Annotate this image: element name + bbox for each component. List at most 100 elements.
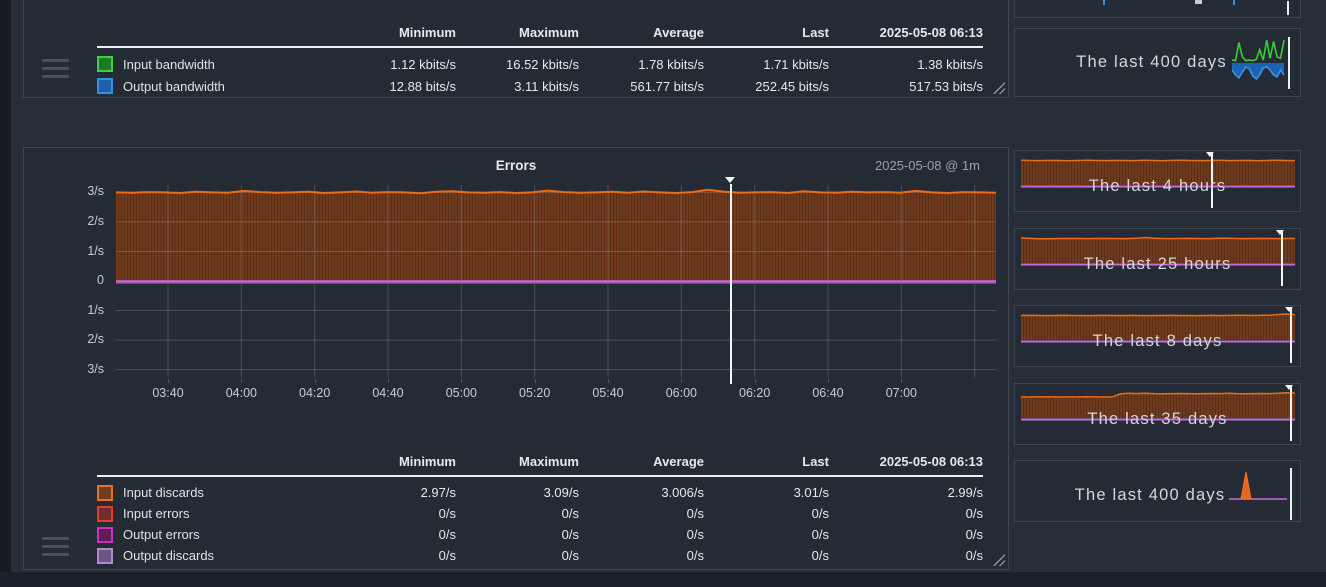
- cell-last: 1.71 kbits/s: [763, 56, 829, 72]
- errors-spike-icon: [1229, 465, 1295, 521]
- menu-icon[interactable]: [42, 59, 69, 78]
- cell-maximum: 3.09/s: [543, 485, 579, 500]
- thumb-cursor-marker: [1285, 307, 1294, 312]
- thumb-last-400-days-bandwidth[interactable]: The last 400 days: [1014, 28, 1301, 97]
- cell-maximum: 3.11 kbits/s: [514, 78, 579, 94]
- y-tick-label: 3/s: [87, 184, 104, 199]
- bandwidth-table: Minimum Maximum Average Last 2025-05-08 …: [97, 21, 983, 97]
- x-tick-label: 06:20: [739, 386, 771, 400]
- cell-minimum: 0/s: [438, 548, 456, 563]
- row-label: Input bandwidth: [123, 56, 215, 72]
- x-axis-ticks: [116, 379, 996, 384]
- cell-minimum: 0/s: [438, 506, 456, 521]
- col-timestamp: 2025-05-08 06:13: [879, 24, 983, 40]
- cell-now: 0/s: [965, 506, 983, 521]
- thumb-last-4-hours[interactable]: The last 4 hours: [1014, 150, 1301, 212]
- errors-sparkline: [1021, 312, 1295, 343]
- errors-chart[interactable]: [116, 185, 996, 377]
- y-tick-label: 1/s: [87, 243, 104, 258]
- table-row: Output errors 0/s 0/s 0/s 0/s 0/s: [97, 524, 983, 545]
- resize-handle-icon[interactable]: [990, 554, 1005, 566]
- errors-table: Minimum Maximum Average Last 2025-05-08 …: [97, 450, 983, 566]
- cell-average: 1.78 kbits/s: [638, 56, 704, 72]
- chart-cursor[interactable]: [730, 184, 733, 384]
- x-tick-label: 06:00: [665, 386, 697, 400]
- errors-sparkline: [1021, 390, 1295, 421]
- errors-sparkline: [1021, 157, 1295, 188]
- cell-now: 1.38 kbits/s: [917, 56, 983, 72]
- x-tick-label: 04:40: [372, 386, 404, 400]
- cell-minimum: 2.97/s: [420, 485, 456, 500]
- col-average: Average: [653, 453, 704, 469]
- thumb-last-35-days[interactable]: The last 35 days: [1014, 383, 1301, 445]
- chart-cursor-marker: [725, 177, 736, 183]
- resize-handle-icon[interactable]: [990, 82, 1005, 94]
- cell-last: 3.01/s: [793, 485, 829, 500]
- table-row: Input errors 0/s 0/s 0/s 0/s 0/s: [97, 503, 983, 524]
- y-tick-label: 2/s: [87, 213, 104, 228]
- menu-icon[interactable]: [42, 537, 69, 556]
- legend-swatch: [97, 505, 113, 522]
- cell-minimum: 0/s: [438, 527, 456, 542]
- cell-average: 0/s: [686, 506, 704, 521]
- cell-minimum: 1.12 kbits/s: [390, 56, 456, 72]
- table-row: Output bandwidth 12.88 bits/s 3.11 kbits…: [97, 75, 983, 97]
- table-header-row: Minimum Maximum Average Last 2025-05-08 …: [97, 21, 983, 43]
- cell-now: 2.99/s: [947, 485, 983, 500]
- cell-average: 3.006/s: [661, 485, 704, 500]
- errors-sparkline: [1021, 235, 1295, 266]
- time-range-badge: 2025-05-08 @ 1m: [875, 158, 980, 173]
- col-average: Average: [653, 24, 704, 40]
- x-tick-label: 03:40: [152, 386, 184, 400]
- errors-panel: Errors 2025-05-08 @ 1m 3/s 2/s 1/s 0 1/s 2/s 3…: [23, 147, 1009, 570]
- cell-maximum: 0/s: [561, 527, 579, 542]
- thumb-label: The last 4 hours: [1088, 177, 1227, 195]
- thumb-cursor-marker: [1285, 385, 1294, 390]
- blue-spark-tick: [1233, 0, 1235, 5]
- legend-swatch: [97, 547, 113, 564]
- cell-average: 0/s: [686, 548, 704, 563]
- cell-minimum: 12.88 bits/s: [389, 78, 457, 94]
- thumb-label: The last 400 days: [1074, 486, 1226, 504]
- cell-average: 561.77 bits/s: [630, 78, 704, 94]
- x-tick-label: 04:20: [299, 386, 331, 400]
- blue-spark-tick: [1103, 0, 1105, 5]
- thumb-last-400-days-errors[interactable]: The last 400 days: [1014, 460, 1301, 522]
- x-axis-labels: 03:40 04:00 04:20 04:40 05:00 05:20 05:40 06:00…: [116, 386, 996, 404]
- cell-now: 517.53 bits/s: [909, 78, 983, 94]
- cell-last: 0/s: [811, 506, 829, 521]
- cell-last: 0/s: [811, 548, 829, 563]
- row-label: Input errors: [123, 506, 190, 521]
- col-minimum: Minimum: [398, 24, 456, 40]
- thumb-label: The last 8 days: [1092, 332, 1223, 350]
- window-edge-left: [0, 0, 11, 587]
- x-tick-label: 05:00: [445, 386, 477, 400]
- x-tick-label: 05:40: [592, 386, 624, 400]
- col-last: Last: [802, 24, 829, 40]
- thumb-cursor-marker: [1206, 152, 1215, 157]
- col-maximum: Maximum: [519, 453, 579, 469]
- thumb-label: The last 25 hours: [1083, 255, 1232, 273]
- thumb-last-25-hours[interactable]: The last 25 hours: [1014, 228, 1301, 290]
- y-tick-label: 2/s: [87, 332, 104, 347]
- thumb-label: The last 400 days: [1076, 53, 1227, 71]
- x-tick-label: 05:20: [519, 386, 551, 400]
- panel-title: Errors: [495, 158, 537, 173]
- table-separator: [97, 475, 983, 477]
- legend-swatch: [97, 56, 113, 72]
- thumb-last-8-days[interactable]: The last 8 days: [1014, 305, 1301, 367]
- thumb-cursor: [1280, 231, 1283, 286]
- table-row: Input discards 2.97/s 3.09/s 3.006/s 3.0…: [97, 482, 983, 503]
- x-tick-label: 06:40: [812, 386, 844, 400]
- col-maximum: Maximum: [519, 24, 579, 40]
- cell-maximum: 0/s: [561, 506, 579, 521]
- thumb-cursor: [1289, 308, 1292, 363]
- thumb-panel-cut[interactable]: [1014, 0, 1301, 18]
- y-tick-label: 1/s: [87, 302, 104, 317]
- bandwidth-sparkline-icon: [1232, 35, 1292, 91]
- thumb-cursor-marker: [1276, 230, 1285, 235]
- cell-average: 0/s: [686, 527, 704, 542]
- cell-now: 0/s: [965, 548, 983, 563]
- thumb-cursor: [1289, 386, 1292, 441]
- bandwidth-panel: Minimum Maximum Average Last 2025-05-08 …: [23, 0, 1009, 98]
